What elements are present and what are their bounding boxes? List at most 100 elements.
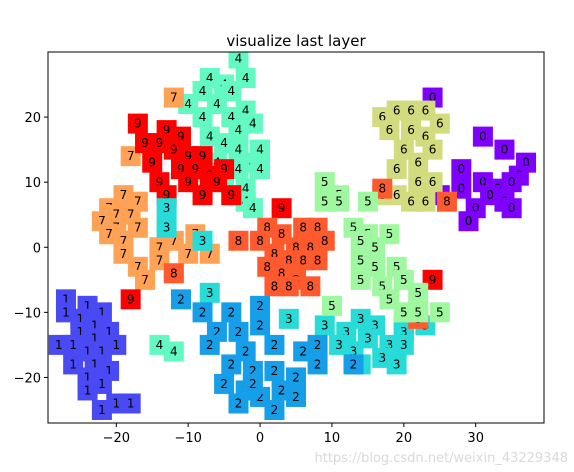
point-label: 6 [429, 143, 437, 157]
point-marker [163, 341, 184, 362]
data-point-5: 5 [329, 191, 350, 212]
point-marker [300, 276, 321, 297]
point-label: 3 [400, 338, 408, 352]
data-point-4: 4 [228, 52, 249, 69]
point-label: 4 [170, 344, 178, 358]
data-point-8: 8 [307, 250, 328, 271]
point-label: 8 [285, 253, 293, 267]
point-label: 0 [508, 201, 516, 215]
point-marker [228, 52, 249, 69]
chart-title: visualize last layer [226, 32, 366, 50]
point-label: 9 [199, 188, 207, 202]
y-tick-label: −20 [14, 371, 41, 386]
point-label: 5 [321, 175, 329, 189]
point-label: 2 [256, 299, 264, 313]
x-tick-label: 30 [467, 431, 484, 446]
point-marker [278, 308, 299, 329]
point-label: 0 [479, 130, 487, 144]
point-label: 8 [378, 182, 386, 196]
data-point-9: 9 [221, 185, 242, 206]
point-label: 5 [357, 234, 365, 248]
point-label: 3 [371, 318, 379, 332]
point-marker [357, 191, 378, 212]
point-marker [408, 282, 429, 303]
data-point-3: 3 [156, 198, 177, 219]
point-marker [436, 191, 457, 212]
point-label: 8 [256, 234, 264, 248]
y-tick-label: −10 [14, 306, 41, 321]
point-label: 5 [364, 195, 372, 209]
point-label: 8 [299, 253, 307, 267]
point-label: 2 [271, 403, 279, 417]
point-label: 1 [84, 370, 92, 384]
data-point-2: 2 [343, 354, 364, 375]
point-label: 9 [278, 201, 286, 215]
point-label: 2 [292, 370, 300, 384]
point-label: 4 [235, 52, 243, 66]
point-label: 8 [170, 266, 178, 280]
point-label: 9 [163, 188, 171, 202]
point-label: 1 [77, 312, 85, 326]
point-label: 8 [278, 266, 286, 280]
data-point-4: 4 [242, 198, 263, 219]
point-label: 4 [235, 123, 243, 137]
point-label: 9 [184, 149, 192, 163]
point-marker [142, 152, 163, 173]
data-point-0: 0 [451, 159, 472, 180]
point-label: 3 [386, 338, 394, 352]
point-label: 5 [436, 305, 444, 319]
point-label: 3 [285, 312, 293, 326]
y-tick-label: 0 [33, 241, 41, 256]
point-label: 2 [314, 338, 322, 352]
y-axis: −20 −10 0 10 20 [14, 111, 48, 386]
point-label: 3 [364, 331, 372, 345]
point-label: 1 [105, 325, 113, 339]
point-label: 9 [141, 136, 149, 150]
data-point-4: 4 [192, 107, 213, 128]
data-point-0: 0 [472, 126, 493, 147]
data-point-9: 9 [271, 198, 292, 219]
point-marker [408, 302, 429, 323]
point-label: 5 [371, 260, 379, 274]
point-label: 7 [170, 234, 178, 248]
watermark: https://blog.csdn.net/weixin_43229348 [314, 451, 568, 466]
point-label: 8 [314, 253, 322, 267]
point-label: 3 [163, 201, 171, 215]
point-marker [386, 354, 407, 375]
point-marker [494, 139, 515, 160]
data-point-9: 9 [120, 289, 141, 310]
point-label: 5 [378, 279, 386, 293]
data-point-5: 5 [408, 282, 429, 303]
data-point-3: 3 [192, 230, 213, 251]
point-label: 7 [134, 260, 142, 274]
point-marker [415, 191, 436, 212]
data-point-3: 3 [393, 334, 414, 355]
point-label: 1 [84, 299, 92, 313]
data-point-0: 0 [494, 139, 515, 160]
point-label: 6 [386, 123, 394, 137]
point-label: 2 [292, 390, 300, 404]
point-label: 0 [458, 182, 466, 196]
point-label: 0 [465, 214, 473, 228]
point-label: 9 [184, 175, 192, 189]
point-label: 2 [350, 357, 358, 371]
data-point-2: 2 [264, 399, 285, 420]
point-label: 5 [414, 286, 422, 300]
point-marker [422, 172, 443, 193]
point-marker [199, 334, 220, 355]
point-marker [408, 152, 429, 173]
point-label: 6 [407, 195, 415, 209]
point-label: 9 [148, 156, 156, 170]
data-point-5: 5 [408, 302, 429, 323]
point-label: 2 [213, 325, 221, 339]
point-marker [271, 198, 292, 219]
point-marker [501, 198, 522, 219]
point-label: 8 [307, 279, 315, 293]
data-point-8: 8 [436, 191, 457, 212]
point-label: 6 [393, 188, 401, 202]
point-label: 8 [263, 221, 271, 235]
point-label: 4 [242, 104, 250, 118]
point-label: 4 [206, 71, 214, 85]
point-label: 6 [393, 104, 401, 118]
point-label: 4 [206, 130, 214, 144]
